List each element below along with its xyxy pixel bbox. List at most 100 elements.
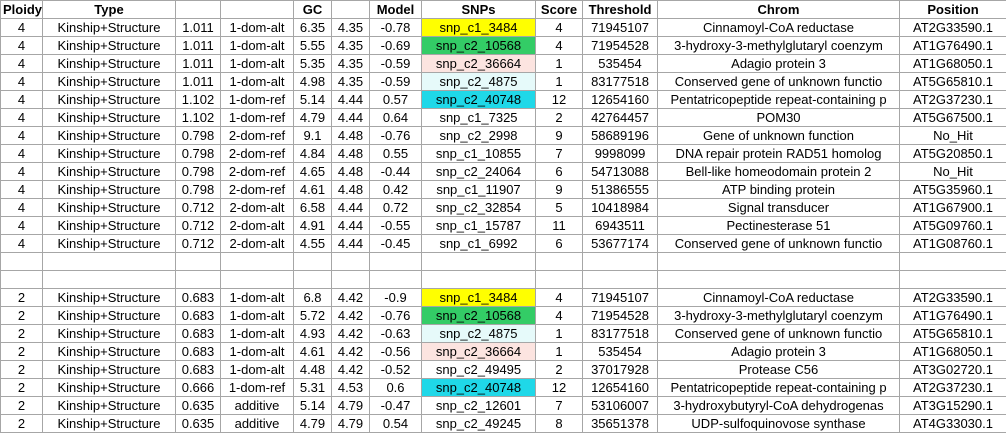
cell-snp[interactable]: snp_c2_12601	[421, 396, 536, 415]
cell-model[interactable]: -0.59	[369, 54, 422, 73]
cell-dominance[interactable]: 1-dom-alt	[220, 54, 294, 73]
cell-score[interactable]: 7	[535, 144, 583, 163]
cell-dominance[interactable]: 2-dom-alt	[220, 198, 294, 217]
cell-snp[interactable]: snp_c1_15787	[421, 216, 536, 235]
cell-value[interactable]: 0.712	[175, 198, 221, 217]
cell-ploidy[interactable]: 2	[0, 378, 43, 397]
cell-threshold[interactable]: 37017928	[582, 360, 658, 379]
cell-ploidy[interactable]: 4	[0, 36, 43, 55]
cell-position[interactable]: AT2G33590.1	[899, 18, 1006, 37]
table-cell[interactable]	[175, 252, 221, 271]
cell-model[interactable]: -0.9	[369, 288, 422, 307]
cell-model[interactable]: -0.44	[369, 162, 422, 181]
cell-value[interactable]: 4.35	[331, 18, 370, 37]
cell-value[interactable]: 4.42	[331, 324, 370, 343]
cell-value[interactable]: 4.48	[331, 126, 370, 145]
cell-value[interactable]: 4.44	[331, 234, 370, 253]
cell-dominance[interactable]: additive	[220, 396, 294, 415]
cell-chrom[interactable]: POM30	[657, 108, 900, 127]
table-cell[interactable]	[0, 252, 43, 271]
cell-chrom[interactable]: Bell-like homeodomain protein 2	[657, 162, 900, 181]
cell-ploidy[interactable]: 4	[0, 162, 43, 181]
cell-score[interactable]: 9	[535, 126, 583, 145]
cell-type[interactable]: Kinship+Structure	[42, 36, 176, 55]
cell-threshold[interactable]: 12654160	[582, 90, 658, 109]
cell-snp[interactable]: snp_c1_3484	[421, 18, 536, 37]
cell-position[interactable]: AT3G02720.1	[899, 360, 1006, 379]
cell-threshold[interactable]: 535454	[582, 54, 658, 73]
cell-value[interactable]: 4.35	[331, 36, 370, 55]
cell-type[interactable]: Kinship+Structure	[42, 324, 176, 343]
cell-type[interactable]: Kinship+Structure	[42, 108, 176, 127]
header-model[interactable]: Model	[369, 0, 422, 19]
cell-snp[interactable]: snp_c2_24064	[421, 162, 536, 181]
cell-chrom[interactable]: 3-hydroxybutyryl-CoA dehydrogenas	[657, 396, 900, 415]
cell-ploidy[interactable]: 2	[0, 306, 43, 325]
cell-type[interactable]: Kinship+Structure	[42, 378, 176, 397]
cell-model[interactable]: 0.57	[369, 90, 422, 109]
cell-score[interactable]: 9	[535, 180, 583, 199]
cell-model[interactable]: -0.78	[369, 18, 422, 37]
cell-value[interactable]: 0.798	[175, 126, 221, 145]
cell-threshold[interactable]: 51386555	[582, 180, 658, 199]
cell-dominance[interactable]: 2-dom-ref	[220, 180, 294, 199]
cell-chrom[interactable]: Cinnamoyl-CoA reductase	[657, 18, 900, 37]
cell-snp[interactable]: snp_c2_10568	[421, 36, 536, 55]
cell-value[interactable]: 4.35	[331, 72, 370, 91]
cell-gc[interactable]: 5.31	[293, 378, 332, 397]
cell-model[interactable]: -0.76	[369, 126, 422, 145]
cell-dominance[interactable]: 1-dom-alt	[220, 306, 294, 325]
cell-value[interactable]: 4.42	[331, 288, 370, 307]
table-cell[interactable]	[535, 270, 583, 289]
cell-snp[interactable]: snp_c2_49495	[421, 360, 536, 379]
cell-position[interactable]: AT1G68050.1	[899, 54, 1006, 73]
cell-value[interactable]: 4.79	[331, 396, 370, 415]
cell-type[interactable]: Kinship+Structure	[42, 414, 176, 433]
cell-model[interactable]: 0.54	[369, 414, 422, 433]
cell-gc[interactable]: 4.79	[293, 108, 332, 127]
cell-ploidy[interactable]: 2	[0, 414, 43, 433]
table-cell[interactable]	[331, 270, 370, 289]
cell-dominance[interactable]: 2-dom-ref	[220, 162, 294, 181]
cell-position[interactable]: AT4G33030.1	[899, 414, 1006, 433]
cell-gc[interactable]: 4.84	[293, 144, 332, 163]
cell-gc[interactable]: 5.35	[293, 54, 332, 73]
cell-chrom[interactable]: Adagio protein 3	[657, 54, 900, 73]
cell-score[interactable]: 1	[535, 72, 583, 91]
cell-threshold[interactable]: 58689196	[582, 126, 658, 145]
cell-gc[interactable]: 4.55	[293, 234, 332, 253]
cell-score[interactable]: 4	[535, 306, 583, 325]
cell-value[interactable]: 0.635	[175, 414, 221, 433]
cell-model[interactable]: 0.55	[369, 144, 422, 163]
cell-value[interactable]: 0.798	[175, 162, 221, 181]
cell-threshold[interactable]: 6943511	[582, 216, 658, 235]
cell-dominance[interactable]: 1-dom-alt	[220, 18, 294, 37]
cell-model[interactable]: -0.52	[369, 360, 422, 379]
header-col4[interactable]	[220, 0, 294, 19]
cell-threshold[interactable]: 83177518	[582, 72, 658, 91]
cell-dominance[interactable]: 1-dom-ref	[220, 108, 294, 127]
cell-snp[interactable]: snp_c2_4875	[421, 72, 536, 91]
cell-gc[interactable]: 5.72	[293, 306, 332, 325]
cell-value[interactable]: 0.798	[175, 144, 221, 163]
cell-value[interactable]: 1.102	[175, 90, 221, 109]
table-cell[interactable]	[293, 252, 332, 271]
cell-threshold[interactable]: 71954528	[582, 36, 658, 55]
cell-type[interactable]: Kinship+Structure	[42, 360, 176, 379]
cell-chrom[interactable]: Cinnamoyl-CoA reductase	[657, 288, 900, 307]
cell-ploidy[interactable]: 4	[0, 144, 43, 163]
cell-chrom[interactable]: 3-hydroxy-3-methylglutaryl coenzym	[657, 36, 900, 55]
cell-value[interactable]: 0.635	[175, 396, 221, 415]
cell-model[interactable]: 0.42	[369, 180, 422, 199]
cell-value[interactable]: 4.35	[331, 54, 370, 73]
cell-ploidy[interactable]: 4	[0, 54, 43, 73]
header-col6[interactable]	[331, 0, 370, 19]
cell-model[interactable]: -0.56	[369, 342, 422, 361]
cell-score[interactable]: 1	[535, 54, 583, 73]
cell-type[interactable]: Kinship+Structure	[42, 180, 176, 199]
table-cell[interactable]	[369, 252, 422, 271]
table-cell[interactable]	[42, 270, 176, 289]
cell-value[interactable]: 4.42	[331, 342, 370, 361]
table-cell[interactable]	[535, 252, 583, 271]
cell-chrom[interactable]: Pectinesterase 51	[657, 216, 900, 235]
